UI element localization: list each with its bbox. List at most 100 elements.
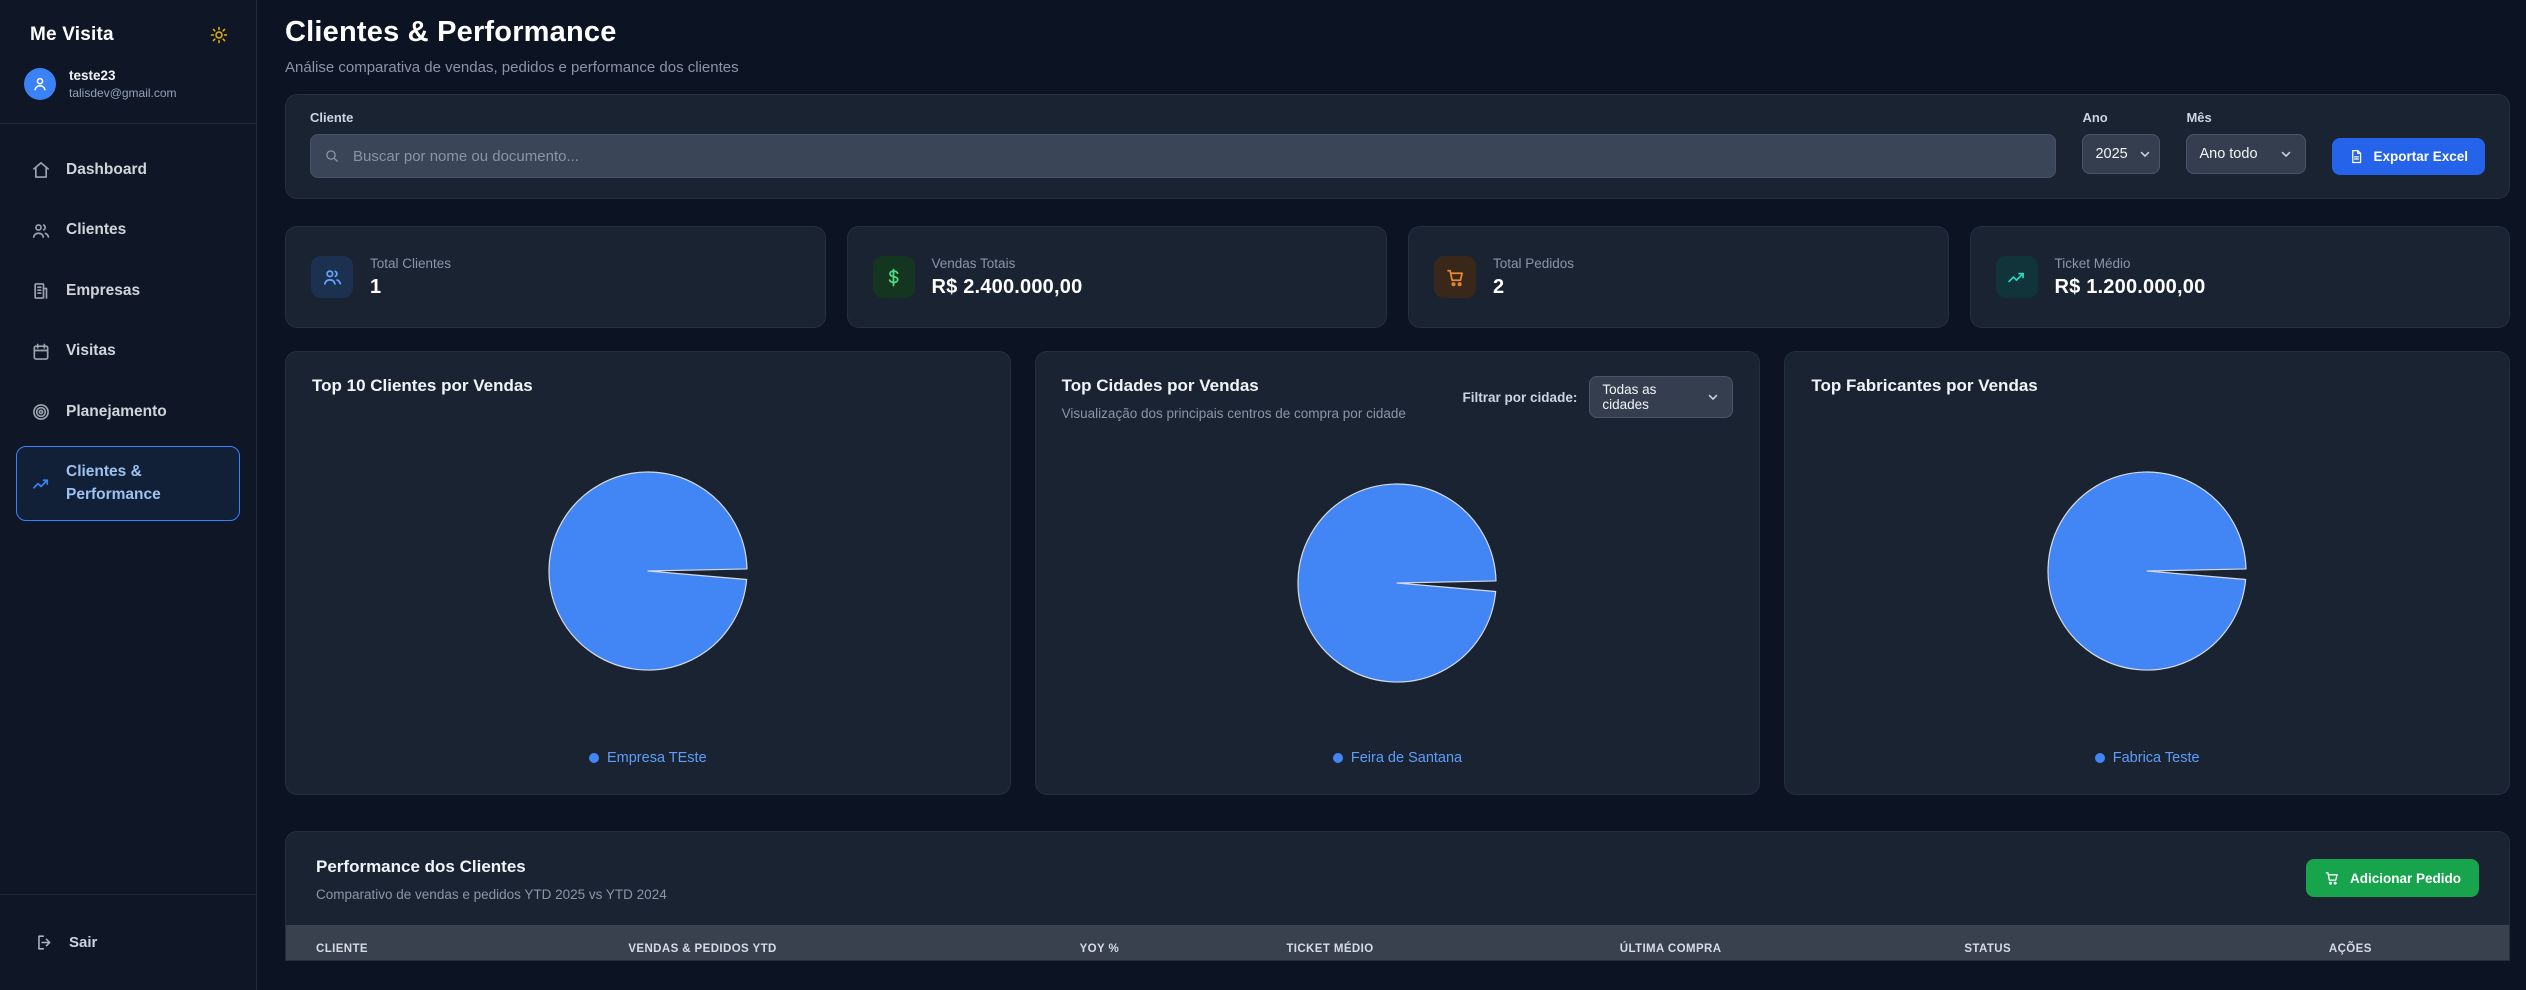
month-select-value: Ano todo (2199, 146, 2258, 162)
pie-chart-top-clientes (312, 396, 984, 750)
stat-card-total-clientes: Total Clientes 1 (285, 226, 826, 328)
stat-label: Total Clientes (370, 255, 452, 271)
year-select-value: 2025 (2095, 146, 2128, 162)
sidebar-item-planejamento[interactable]: Planejamento (16, 386, 240, 438)
stat-value: 2 (1493, 275, 1505, 298)
stat-value: 1 (370, 275, 382, 298)
add-order-label: Adicionar Pedido (2349, 870, 2461, 886)
chart-legend[interactable]: Fabrica Teste (1811, 750, 2483, 776)
city-select-value: Todas as cidades (1602, 382, 1657, 412)
charts-row: Top 10 Clientes por Vendas Empresa TEste… (285, 351, 2510, 795)
sidebar-item-clientes-performance[interactable]: Clientes & Performance (16, 446, 240, 522)
logout-icon (35, 933, 54, 952)
sidebar-item-dashboard[interactable]: Dashboard (16, 144, 240, 196)
month-filter-label: Mês (2186, 110, 2212, 125)
sidebar-item-empresas[interactable]: Empresas (16, 265, 240, 317)
sidebar-item-label: Dashboard (66, 161, 147, 178)
chevron-down-icon (2282, 151, 2291, 157)
table-header-row: CLIENTE VENDAS & PEDIDOS YTD YOY % TICKE… (286, 925, 2509, 960)
column-header-vendas-pedidos-ytd[interactable]: VENDAS & PEDIDOS YTD (628, 943, 777, 955)
file-icon (2352, 149, 2362, 164)
legend-label: Empresa TEste (606, 750, 707, 766)
stats-row: Total Clientes 1 Vendas Totais R$ 2.400.… (285, 226, 2510, 328)
client-filter-label: Cliente (310, 110, 354, 125)
chart-legend[interactable]: Empresa TEste (312, 750, 984, 776)
building-icon (31, 281, 51, 301)
avatar (24, 68, 56, 100)
month-select[interactable]: Ano todo (2186, 134, 2307, 174)
chart-legend[interactable]: Feira de Santana (1062, 750, 1734, 776)
column-header-ultima-compra[interactable]: ÚLTIMA COMPRA (1619, 943, 1722, 955)
legend-label: Fabrica Teste (2112, 750, 2200, 766)
stat-card-vendas-totais: Vendas Totais R$ 2.400.000,00 (846, 226, 1387, 328)
city-select[interactable]: Todas as cidades (1589, 376, 1734, 418)
cart-icon (1434, 256, 1476, 298)
column-header-status[interactable]: STATUS (1964, 943, 2012, 955)
legend-label: Feira de Santana (1350, 750, 1463, 766)
theme-toggle-sun-icon[interactable] (210, 26, 228, 44)
stat-label: Ticket Médio (2054, 255, 2131, 271)
page-subtitle: Análise comparativa de vendas, pedidos e… (285, 59, 739, 76)
stat-value: R$ 1.200.000,00 (2054, 275, 2206, 298)
add-order-button[interactable]: Adicionar Pedido (2305, 859, 2479, 897)
chevron-down-icon (1709, 394, 1718, 400)
user-name: teste23 (69, 68, 116, 83)
filter-bar: Cliente Ano 2025 Mês Ano todo (285, 94, 2510, 199)
chevron-down-icon (2140, 151, 2149, 157)
stat-label: Vendas Totais (931, 255, 1016, 271)
search-icon (326, 150, 338, 162)
chart-subtitle: Visualização dos principais centros de c… (1061, 406, 1406, 421)
sidebar-item-clientes[interactable]: Clientes (16, 204, 240, 256)
chart-card-top-fabricantes: Top Fabricantes por Vendas Fabrica Teste (1784, 351, 2510, 795)
logout-label: Sair (69, 934, 98, 951)
logout-row: Sair (0, 894, 256, 990)
user-email: talisdev@gmail.com (69, 86, 177, 100)
legend-dot (1332, 753, 1343, 763)
column-header-yoy[interactable]: YOY % (1079, 943, 1120, 955)
trending-up-icon (1995, 256, 2038, 298)
legend-dot (588, 753, 599, 763)
users-icon (31, 221, 51, 241)
chart-card-top-cidades: Top Cidades por Vendas Visualização dos … (1034, 351, 1761, 795)
column-header-acoes[interactable]: AÇÕES (2328, 943, 2372, 955)
app-title: Me Visita (30, 24, 114, 45)
pie-chart-top-cidades (1062, 421, 1734, 750)
stat-label: Total Pedidos (1493, 255, 1575, 271)
client-search-input[interactable] (310, 134, 2057, 178)
year-filter-label: Ano (2082, 110, 2108, 125)
pie-chart-top-fabricantes (1811, 396, 2483, 750)
user-profile[interactable]: teste23 talisdev@gmail.com (0, 46, 256, 124)
sidebar-item-label: Empresas (66, 281, 141, 299)
chart-card-top-clientes: Top 10 Clientes por Vendas Empresa TEste (285, 351, 1011, 795)
sidebar-item-label: Clientes & Performance (66, 463, 161, 503)
target-icon (31, 402, 51, 422)
sidebar-item-visitas[interactable]: Visitas (16, 325, 240, 377)
chart-title: Top Cidades por Vendas (1061, 376, 1259, 395)
stat-card-total-pedidos: Total Pedidos 2 (1408, 226, 1949, 328)
chart-title: Top Fabricantes por Vendas (1811, 376, 2038, 395)
home-icon (31, 160, 51, 180)
column-header-ticket-medio[interactable]: TICKET MÉDIO (1286, 943, 1374, 955)
export-excel-label: Exportar Excel (2373, 149, 2468, 164)
stat-value: R$ 2.400.000,00 (931, 275, 1083, 298)
users-icon (311, 256, 353, 298)
legend-dot (2094, 753, 2105, 763)
sidebar-item-label: Visitas (66, 342, 116, 360)
sidebar-nav: Dashboard Clientes Empresas Visitas (0, 124, 256, 894)
brand-row: Me Visita (0, 0, 256, 46)
logout-button[interactable]: Sair (16, 925, 240, 960)
column-header-cliente[interactable]: CLIENTE (316, 943, 368, 955)
dollar-icon (872, 256, 915, 298)
sidebar-item-label: Clientes (66, 221, 127, 239)
sidebar: Me Visita teste23 talisdev@gmail.com Das… (0, 0, 257, 990)
year-select[interactable]: 2025 (2082, 134, 2161, 174)
cart-icon (2325, 872, 2338, 885)
main-content: Clientes & Performance Análise comparati… (257, 0, 2526, 990)
export-excel-button[interactable]: Exportar Excel (2332, 138, 2485, 175)
sidebar-item-label: Planejamento (66, 402, 167, 420)
chart-title: Top 10 Clientes por Vendas (312, 376, 533, 395)
stat-card-ticket-medio: Ticket Médio R$ 1.200.000,00 (1969, 226, 2510, 328)
page-title: Clientes & Performance (285, 16, 617, 48)
performance-section: Performance dos Clientes Comparativo de … (285, 831, 2510, 961)
